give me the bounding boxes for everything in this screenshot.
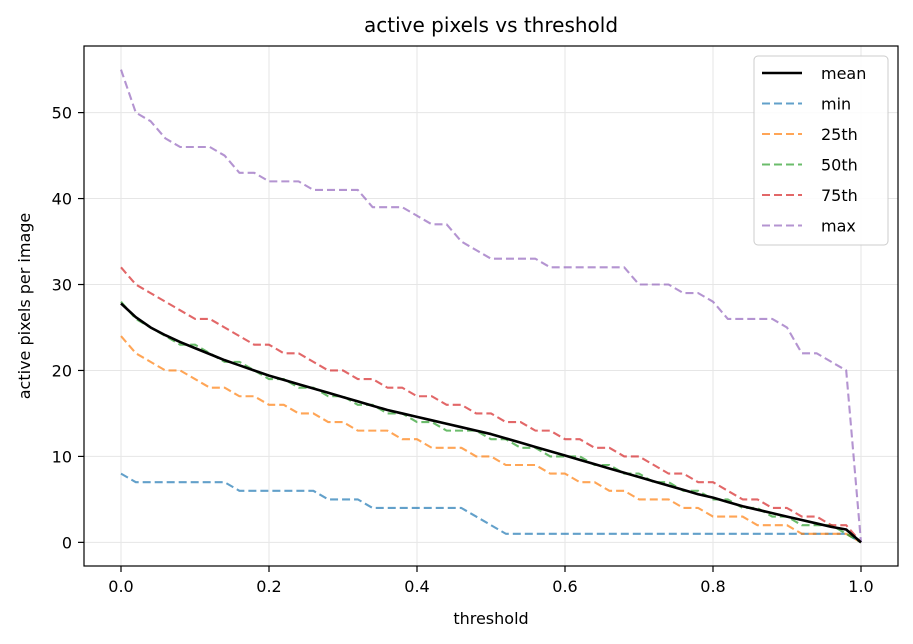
series-layer — [120, 69, 863, 544]
x-tick-label: 0.6 — [552, 577, 577, 596]
legend-label-min: min — [821, 95, 851, 114]
x-tick-label: 0.8 — [700, 577, 725, 596]
x-tick-label: 1.0 — [848, 577, 873, 596]
x-tick-label: 0.4 — [404, 577, 429, 596]
legend-label-75th: 75th — [821, 186, 858, 205]
legend: mean min 25th 50th 75th max — [753, 55, 889, 246]
legend-label-25th: 25th — [821, 125, 858, 144]
series-line-min — [120, 472, 862, 544]
x-axis-label: threshold — [453, 609, 528, 628]
y-tick-label: 20 — [52, 361, 72, 380]
y-tick-label: 10 — [52, 447, 72, 466]
x-tick-label: 0.2 — [256, 577, 281, 596]
ticks: 0.0 0.2 0.4 0.6 0.8 1.0 0 10 20 30 40 50 — [52, 104, 874, 596]
legend-label-max: max — [821, 217, 856, 236]
legend-label-mean: mean — [821, 64, 866, 83]
series-line-75th — [120, 266, 862, 544]
x-tick-label: 0.0 — [108, 577, 133, 596]
y-tick-label: 40 — [52, 190, 72, 209]
plot-frame — [83, 45, 899, 567]
y-axis-label: active pixels per image — [15, 213, 34, 400]
chart-title: active pixels vs threshold — [364, 13, 618, 37]
y-tick-label: 50 — [52, 104, 72, 123]
y-tick-label: 0 — [62, 533, 72, 552]
y-tick-label: 30 — [52, 276, 72, 295]
legend-label-50th: 50th — [821, 156, 858, 175]
series-line-max — [120, 69, 863, 543]
series-line-mean — [120, 302, 862, 544]
